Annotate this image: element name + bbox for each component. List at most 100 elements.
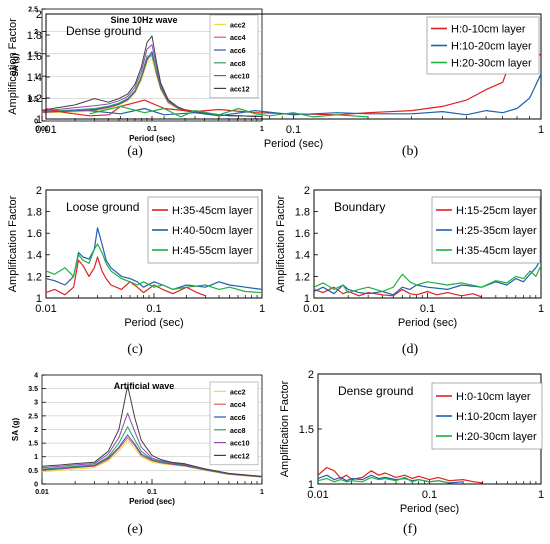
- x-tick-label: 0.01: [35, 303, 56, 315]
- legend: acc2 acc4 acc6 acc8 acc10 acc12: [209, 381, 259, 466]
- series-group: [42, 385, 262, 478]
- y-axis-label: Amplification Factor: [7, 18, 19, 115]
- panel-caption: (e): [127, 522, 143, 537]
- y-tick-label: 1.8: [295, 206, 310, 218]
- panel-caption: (f): [403, 522, 417, 537]
- x-tick-label: 1: [538, 303, 544, 315]
- y-tick-label: 1.6: [27, 51, 42, 63]
- chart-title: Loose ground: [66, 200, 139, 214]
- x-axis-label: Period (sec): [264, 138, 323, 150]
- legend-label: acc12: [230, 86, 250, 93]
- y-tick-label: 1.6: [295, 228, 310, 240]
- y-tick-label: 1.2: [27, 271, 42, 283]
- x-tick-label: 0.1: [286, 124, 301, 136]
- legend-label: acc2: [230, 22, 246, 29]
- y-tick-label: 1: [36, 114, 42, 126]
- legend: acc2 acc4 acc6 acc8 acc10 acc12: [209, 14, 259, 99]
- series-group: [314, 258, 541, 298]
- y-tick-label: 2: [304, 185, 310, 197]
- y-tick-label: 1.8: [27, 206, 42, 218]
- panel-c: 0.01 0.1 1 1 1.2 1.4 1.6 1.8 2 Period (sec) Amplif…: [7, 185, 265, 357]
- legend: H:35-45cm layer H:40-50cm layer H:45-55cm …: [147, 196, 259, 264]
- y-axis-label: SA (g): [11, 418, 20, 442]
- y-tick-label: 2: [36, 9, 42, 21]
- series-line-h-15-25cm-layer: [314, 286, 482, 298]
- x-tick-label: 0.1: [147, 489, 157, 496]
- y-tick-label: 1: [36, 293, 42, 305]
- y-tick-label: 3: [34, 400, 38, 407]
- legend-label: H:25-35cm layer: [456, 225, 537, 237]
- y-axis-label: Amplification Factor: [7, 195, 19, 292]
- series-group: [46, 227, 262, 297]
- y-tick-label: 2: [36, 185, 42, 197]
- series-line-h-35-45cm-layer: [46, 256, 206, 297]
- legend-label: acc4: [230, 402, 246, 409]
- x-axis-label: Period (sec): [129, 134, 175, 143]
- legend-label: H:10-20cm layer: [451, 41, 532, 53]
- x-tick-label: 0.01: [303, 303, 324, 315]
- series-line-h-40-50cm-layer: [46, 227, 262, 290]
- y-tick-label: 0.5: [28, 96, 38, 103]
- y-tick-label: 1.5: [28, 51, 38, 58]
- x-tick-label: 0.01: [307, 489, 328, 501]
- y-tick-label: 2: [308, 369, 314, 381]
- legend-label: H:35-45cm layer: [172, 205, 253, 217]
- legend-label: acc6: [230, 48, 246, 55]
- series-line-h-45-55cm-layer: [46, 243, 262, 294]
- legend-label: acc10: [230, 74, 250, 81]
- panel-caption: (c): [127, 342, 143, 357]
- legend-label: H:45-55cm layer: [172, 245, 253, 257]
- series-line-h-20-30cm-layer: [89, 105, 369, 118]
- chart-title: Sine 10Hz wave: [110, 15, 177, 25]
- y-tick-label: 1.5: [28, 441, 38, 448]
- x-axis-label: Period (sec): [129, 497, 175, 506]
- y-tick-label: 1: [34, 454, 38, 461]
- x-tick-label: 1: [260, 126, 264, 133]
- legend-box: [209, 381, 259, 466]
- chart-title: Dense ground: [338, 384, 413, 398]
- y-tick-label: 0: [34, 118, 38, 125]
- y-axis-label: Amplification Factor: [279, 380, 291, 477]
- legend-label: H:35-45cm layer: [456, 245, 537, 257]
- x-tick-label: 0.01: [35, 489, 49, 496]
- legend-label: acc8: [230, 61, 246, 68]
- y-tick-label: 1.4: [27, 250, 42, 262]
- y-tick-label: 1.2: [295, 271, 310, 283]
- y-axis-label: SA (g): [11, 53, 20, 77]
- legend-label: H:0-10cm layer: [451, 24, 526, 36]
- legend: H:15-25cm layer H:25-35cm layer H:35-45cm …: [431, 196, 541, 264]
- legend-label: H:15-25cm layer: [456, 205, 537, 217]
- x-axis-label: Period (sec): [400, 503, 459, 515]
- legend-box: [431, 382, 543, 450]
- legend-label: acc2: [230, 389, 246, 396]
- legend: H:0-10cm layer H:10-20cm layer H:20-30cm l…: [431, 382, 543, 450]
- y-tick-label: 0.5: [28, 468, 38, 475]
- y-axis-label: Amplification Factor: [275, 195, 287, 292]
- y-tick-label: 1.5: [299, 424, 314, 436]
- y-tick-label: 4: [34, 372, 38, 379]
- legend-label: H:20-30cm layer: [456, 431, 537, 443]
- series-line-h-20-30cm-layer: [318, 476, 450, 484]
- x-tick-label: 1: [538, 489, 544, 501]
- legend-label: acc8: [230, 428, 246, 435]
- series-line-h-0-10cm-layer: [46, 42, 541, 117]
- panel-f: 0.01 0.1 1 1 1.5 2 Period (sec) Amplification F…: [279, 369, 544, 537]
- legend-label: acc10: [230, 441, 250, 448]
- panel-caption: (b): [402, 144, 419, 159]
- legend-label: H:10-20cm layer: [456, 411, 537, 423]
- x-tick-label: 0.1: [422, 489, 437, 501]
- y-tick-label: 2.5: [28, 6, 38, 13]
- chart-title: Boundary: [334, 200, 385, 214]
- legend-label: acc4: [230, 35, 246, 42]
- panel-caption: (d): [402, 342, 419, 357]
- y-tick-label: 1: [34, 74, 38, 81]
- legend-label: H:40-50cm layer: [172, 225, 253, 237]
- legend-label: H:0-10cm layer: [456, 391, 531, 403]
- y-tick-label: 1.2: [27, 93, 42, 105]
- chart-title: Artificial wave: [114, 381, 175, 391]
- x-tick-label: 1: [538, 124, 544, 136]
- panel-d: 0.01 0.1 1 1 1.2 1.4 1.6 1.8 2 Period (sec) Amplif…: [275, 185, 544, 357]
- y-tick-label: 2: [34, 29, 38, 36]
